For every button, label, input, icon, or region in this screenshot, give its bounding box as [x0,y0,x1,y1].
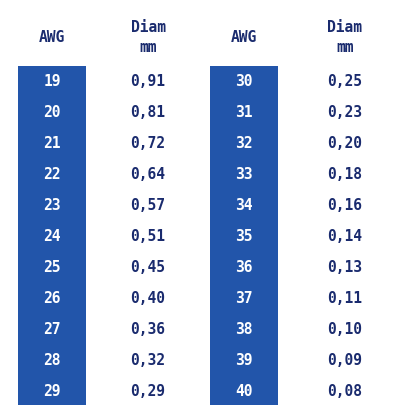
Text: 0,18: 0,18 [328,167,362,182]
Text: AWG: AWG [39,30,65,45]
Text: mm: mm [336,40,354,55]
Text: AWG: AWG [231,30,257,45]
Text: 0,29: 0,29 [130,384,166,399]
Text: 0,14: 0,14 [328,229,362,244]
Bar [210,66,278,405]
Text: 0,81: 0,81 [130,105,166,120]
Text: 0,51: 0,51 [130,229,166,244]
Text: 0,25: 0,25 [328,74,362,89]
Text: 38: 38 [235,322,253,337]
Text: 29: 29 [43,384,61,399]
Text: 40: 40 [235,384,253,399]
Text: 35: 35 [235,229,253,244]
Text: 28: 28 [43,353,61,368]
Text: 33: 33 [235,167,253,182]
Text: 0,45: 0,45 [130,260,166,275]
Text: 26: 26 [43,291,61,306]
Text: Diam: Diam [130,21,166,36]
Text: 25: 25 [43,260,61,275]
Text: 0,08: 0,08 [328,384,362,399]
Text: 0,91: 0,91 [130,74,166,89]
Text: 0,16: 0,16 [328,198,362,213]
Text: 27: 27 [43,322,61,337]
Text: 21: 21 [43,136,61,151]
Text: 0,40: 0,40 [130,291,166,306]
Text: 34: 34 [235,198,253,213]
Text: 0,11: 0,11 [328,291,362,306]
Text: 37: 37 [235,291,253,306]
Bar [18,66,86,405]
Text: 39: 39 [235,353,253,368]
Text: 20: 20 [43,105,61,120]
Text: Diam: Diam [328,21,362,36]
Text: 0,72: 0,72 [130,136,166,151]
Text: 0,23: 0,23 [328,105,362,120]
Text: mm: mm [139,40,157,55]
Text: 0,36: 0,36 [130,322,166,337]
Text: 32: 32 [235,136,253,151]
Text: 22: 22 [43,167,61,182]
Text: 30: 30 [235,74,253,89]
Text: 0,64: 0,64 [130,167,166,182]
Text: 0,57: 0,57 [130,198,166,213]
Text: 31: 31 [235,105,253,120]
Text: 24: 24 [43,229,61,244]
Text: 23: 23 [43,198,61,213]
Text: 0,09: 0,09 [328,353,362,368]
Text: 0,32: 0,32 [130,353,166,368]
Text: 0,10: 0,10 [328,322,362,337]
Text: 0,20: 0,20 [328,136,362,151]
Text: 19: 19 [43,74,61,89]
Text: 36: 36 [235,260,253,275]
Text: 0,13: 0,13 [328,260,362,275]
